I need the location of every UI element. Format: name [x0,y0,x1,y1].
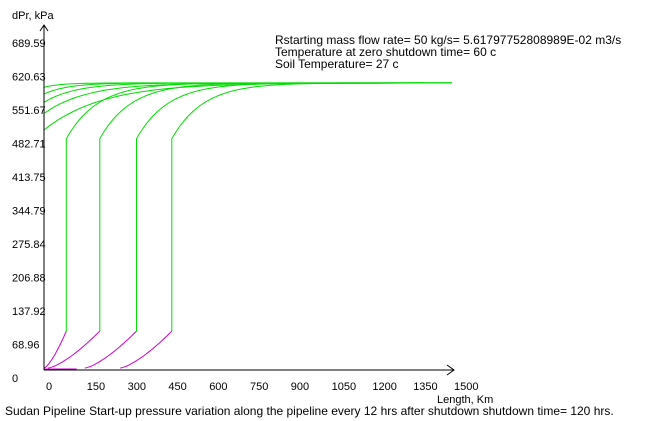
annotation-soil-temp: Soil Temperature= 27 c [275,57,399,71]
chart-title: Sudan Pipeline Start-up pressure variati… [5,404,614,418]
x-tick-label: 450 [168,381,186,393]
x-tick-label: 1050 [332,381,356,393]
series-line [43,82,453,95]
x-tick-label: 900 [291,381,309,393]
y-tick-label: 68.96 [12,339,40,351]
x-axis-arrow [446,364,455,376]
y-axis-label: dPr, kPa [12,10,54,22]
series-line [171,82,425,332]
x-tick-label: 1350 [413,381,437,393]
y-tick-label: 0 [12,373,18,385]
series-curves [43,82,453,370]
annotation-zero-shutdown-temp: Temperature at zero shutdown time= 60 c [275,45,496,59]
x-tick-labels: 0 150 300 450 600 750 900 1050 1200 1350 1500 [46,381,478,393]
series-line [65,82,425,332]
x-tick-label: 1200 [372,381,396,393]
x-tick-label: 300 [128,381,146,393]
series-line [99,82,425,332]
x-tick-label: 600 [209,381,227,393]
series-line [136,82,425,332]
y-tick-label: 206.88 [12,272,46,284]
series-line [43,82,453,103]
y-tick-label: 689.59 [12,38,46,50]
y-tick-label: 344.79 [12,206,46,218]
y-tick-label: 482.71 [12,139,46,151]
annotation-flow-rate: Rstarting mass flow rate= 50 kg/s= 5.617… [275,33,621,47]
series-line [43,330,67,369]
x-tick-label: 150 [87,381,105,393]
series-line [47,330,101,369]
y-axis-arrow [39,24,49,32]
axes [39,24,455,376]
y-tick-label: 413.75 [12,172,46,184]
x-axis-label: Length, Km [437,394,493,406]
x-tick-label: 1500 [454,381,478,393]
series-line [120,330,173,369]
series-line [84,330,137,369]
x-tick-label: 750 [250,381,268,393]
y-tick-label: 137.92 [12,306,46,318]
x-tick-label: 0 [46,381,52,393]
y-tick-label: 551.67 [12,105,46,117]
y-tick-labels: 0 68.96 137.92 206.88 275.84 344.79 413.75 482.… [12,38,46,385]
y-tick-label: 275.84 [12,239,46,251]
y-tick-label: 620.63 [12,72,46,84]
